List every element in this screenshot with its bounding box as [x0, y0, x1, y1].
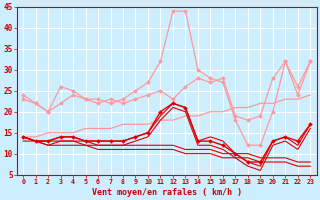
X-axis label: Vent moyen/en rafales ( km/h ): Vent moyen/en rafales ( km/h ): [92, 188, 242, 197]
